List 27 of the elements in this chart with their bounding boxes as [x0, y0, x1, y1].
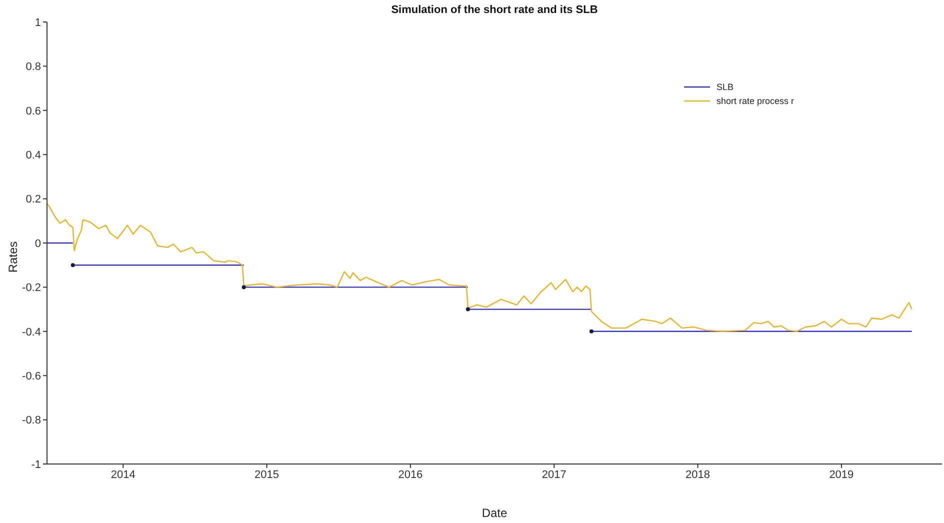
x-tick-label: 2017 [542, 468, 566, 481]
point [70, 263, 75, 268]
y-tick-label: 0.6 [26, 105, 41, 118]
x-tick-label: 2014 [110, 468, 136, 481]
x-axis-title: Date [480, 506, 508, 520]
y-axis-title: Rates [6, 241, 20, 273]
x-tick-label: 2018 [686, 468, 710, 481]
x-tick-label: 2016 [398, 468, 423, 481]
legend-label: short rate process r [716, 96, 794, 106]
y-tick-label: 1 [34, 16, 41, 29]
y-tick-label: -1 [31, 458, 41, 471]
legend-label: SLB [716, 82, 734, 92]
x-tick-label: 2015 [254, 468, 280, 481]
y-tick-label: 0.2 [26, 194, 41, 206]
line-series [47, 202, 912, 332]
y-tick-label: 0.8 [26, 61, 41, 74]
point [466, 307, 470, 312]
point [589, 329, 594, 334]
y-tick-label: -0.6 [22, 370, 41, 383]
y-tick-label: 0.4 [26, 150, 41, 162]
point [242, 285, 246, 290]
chart-title: Simulation of the short rate and its SLB [390, 4, 599, 16]
x-tick-label: 2019 [829, 468, 854, 481]
y-tick-label: -0.2 [22, 282, 41, 294]
y-tick-label: 0 [34, 238, 41, 250]
y-tick-label: -0.8 [22, 414, 41, 427]
y-tick-label: -0.4 [22, 326, 41, 338]
